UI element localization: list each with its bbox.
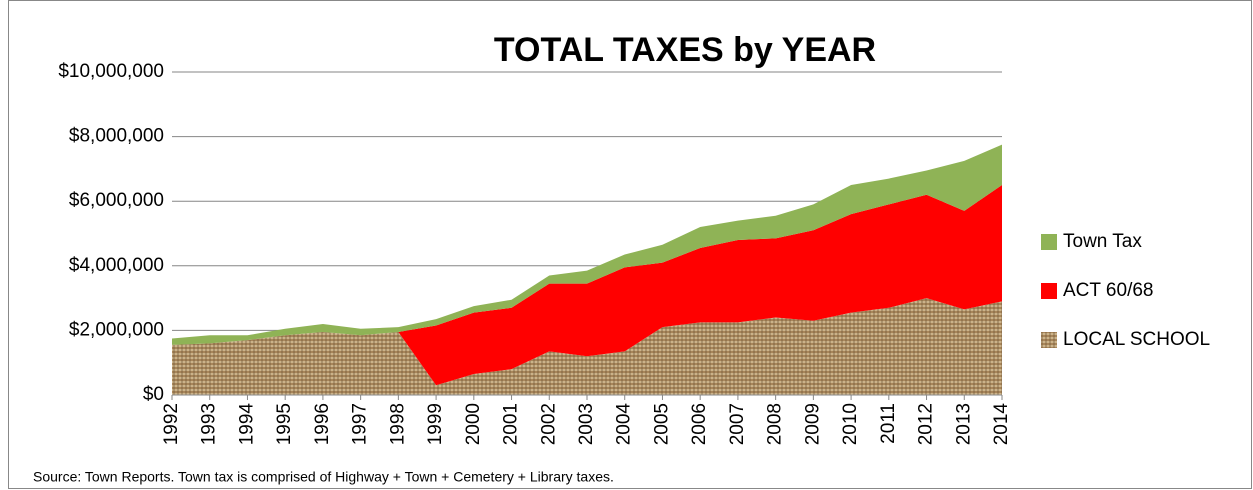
legend-swatch: [1041, 332, 1057, 348]
legend-label: ACT 60/68: [1063, 280, 1153, 301]
y-tick-label: $4,000,000: [69, 255, 164, 276]
area: [172, 185, 1002, 386]
x-tick-label: 2011: [878, 403, 899, 444]
x-tick-label: 2005: [651, 403, 672, 445]
x-tick-label: 1998: [387, 403, 408, 445]
legend-label: Town Tax: [1063, 231, 1142, 252]
x-tick-label: 2008: [765, 403, 786, 445]
x-tick-label: 2004: [614, 403, 635, 446]
y-tick-label: $6,000,000: [69, 190, 164, 211]
legend-swatch: [1041, 234, 1057, 250]
x-tick-label: 1994: [236, 403, 257, 446]
x-tick-label: 2014: [991, 403, 1012, 446]
x-tick-label: 1996: [312, 403, 333, 445]
x-tick-label: 2009: [802, 403, 823, 445]
legend-label: LOCAL SCHOOL: [1063, 329, 1210, 350]
x-tick-label: 2013: [953, 403, 974, 445]
legend-swatch: [1041, 283, 1057, 299]
y-tick-label: $0: [143, 384, 164, 405]
x-tick-label: 1992: [161, 403, 182, 445]
y-tick-label: $10,000,000: [58, 61, 164, 82]
x-tick-label: 2006: [689, 403, 710, 445]
x-tick-label: 2002: [538, 403, 559, 445]
source-note: Source: Town Reports. Town tax is compri…: [33, 469, 614, 485]
area: [172, 298, 1002, 395]
x-tick-label: 2012: [916, 403, 937, 445]
x-tick-label: 2001: [501, 403, 522, 445]
x-tick-label: 2007: [727, 403, 748, 445]
x-tick-label: 2010: [840, 403, 861, 445]
chart-title: TOTAL TAXES by YEAR: [494, 31, 876, 69]
x-tick-label: 1993: [199, 403, 220, 445]
y-tick-label: $2,000,000: [69, 319, 164, 340]
x-tick-label: 2003: [576, 403, 597, 445]
x-tick-label: 1999: [425, 403, 446, 445]
x-tick-label: 1997: [350, 403, 371, 445]
x-tick-label: 1995: [274, 403, 295, 445]
y-tick-label: $8,000,000: [69, 126, 164, 147]
x-tick-label: 2000: [463, 403, 484, 445]
